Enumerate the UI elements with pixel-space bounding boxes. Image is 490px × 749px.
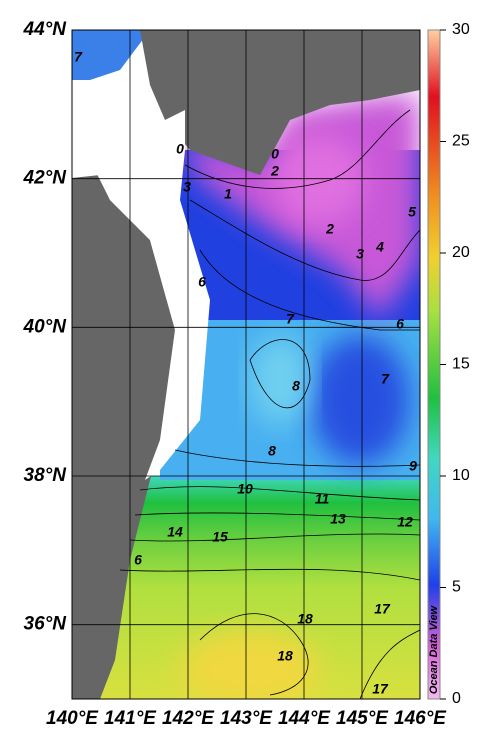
colorbar-label: 25: [452, 133, 470, 150]
contour-label: 7: [381, 371, 390, 387]
contour-label: 9: [409, 458, 417, 474]
contour-label: 17: [374, 601, 391, 617]
contour-label: 8: [268, 443, 276, 459]
contour-label: 6: [198, 274, 206, 290]
x-tick-label: 143°E: [220, 708, 273, 729]
y-tick-label: 44°N: [23, 19, 68, 40]
x-tick-label: 144°E: [278, 708, 331, 729]
x-tick-label: 140°E: [46, 708, 99, 729]
watermark: Ocean Data View: [428, 604, 440, 694]
y-tick-label: 42°N: [23, 168, 68, 189]
contour-label: 3: [183, 179, 191, 195]
contour-label: 5: [408, 204, 416, 220]
x-tick-label: 146°E: [394, 708, 447, 729]
colorbar-label: 30: [452, 21, 470, 38]
contour-label: 2: [270, 163, 279, 179]
contour-label: 7: [286, 311, 295, 327]
contour-label: 11: [315, 491, 330, 507]
colorbar-label: 15: [452, 356, 470, 373]
contour-label: 8: [292, 378, 300, 394]
x-tick-label: 141°E: [104, 708, 157, 729]
contour-label: 18: [277, 648, 293, 664]
contour-label: 3: [356, 246, 364, 262]
contour-label: 18: [297, 611, 313, 627]
y-tick-label: 40°N: [23, 316, 68, 337]
x-tick-label: 142°E: [162, 708, 215, 729]
contour-label: 1: [224, 186, 232, 202]
contour-label: 15: [212, 529, 228, 545]
colorbar-label: 10: [452, 467, 470, 484]
contour-label: 10: [237, 481, 253, 497]
contour-label: 6: [396, 316, 404, 332]
contour-label: 7: [74, 49, 83, 65]
colorbar-label: 20: [452, 244, 470, 261]
y-tick-label: 36°N: [24, 614, 68, 635]
contour-label: 6: [134, 552, 142, 568]
colorbar-label: 0: [452, 690, 461, 707]
colorbar: [427, 29, 441, 700]
contour-label: 12: [397, 514, 413, 530]
contour-label: 0: [271, 146, 279, 162]
colorbar-label: 5: [452, 579, 461, 596]
contour-label: 4: [375, 239, 384, 255]
x-tick-label: 145°E: [336, 708, 389, 729]
contour-label: 13: [330, 511, 346, 527]
y-tick-label: 38°N: [24, 465, 68, 486]
contour-label: 0: [176, 141, 184, 157]
contour-label: 2: [325, 221, 334, 237]
contour-label: 17: [372, 681, 389, 697]
contour-label: 14: [167, 524, 183, 540]
